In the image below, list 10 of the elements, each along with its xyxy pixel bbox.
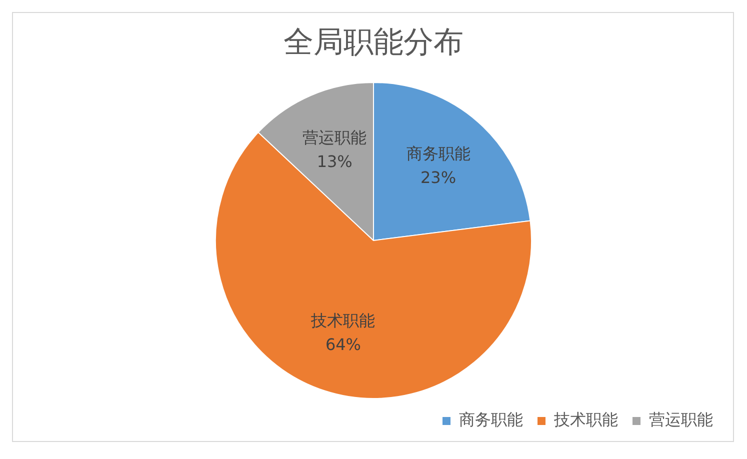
chart-title: 全局职能分布	[284, 26, 464, 59]
slice-label: 营运职能	[302, 128, 367, 147]
legend-label: 商务职能	[459, 410, 523, 430]
data-label: 64%	[325, 334, 362, 354]
slice-label: 商务职能	[406, 144, 470, 164]
legend-label: 技术职能	[553, 410, 618, 430]
legend-label: 营运职能	[649, 410, 713, 430]
data-label: 23%	[420, 168, 456, 188]
slice-label: 技术职能	[310, 310, 376, 330]
data-label: 13%	[316, 152, 352, 171]
